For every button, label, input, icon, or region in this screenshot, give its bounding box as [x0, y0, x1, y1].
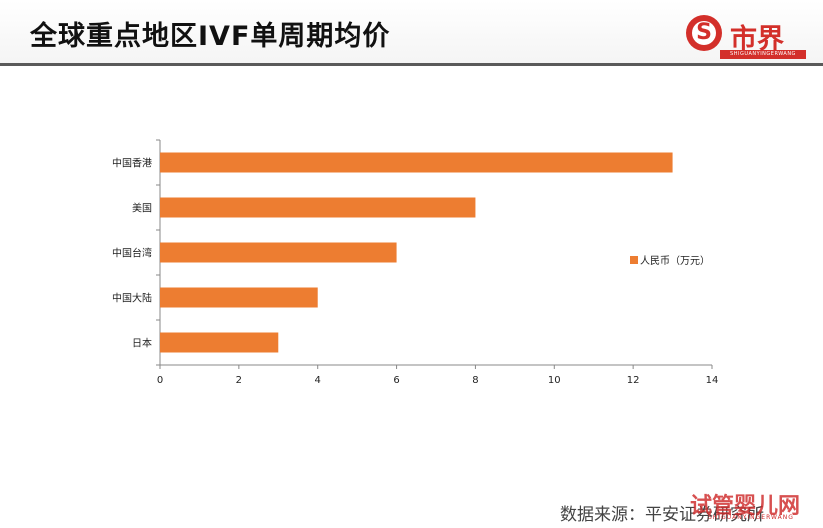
category-label: 中国台湾 [112, 247, 152, 260]
x-tick-label: 8 [472, 375, 478, 386]
category-label: 美国 [132, 202, 152, 215]
category-label: 中国香港 [112, 157, 152, 170]
bar-3 [160, 242, 397, 263]
legend-label: 人民币（万元） [640, 255, 710, 267]
x-tick-label: 14 [706, 375, 719, 386]
page-title: 全球重点地区IVF单周期均价 [30, 21, 391, 52]
logo-text: 市界 [730, 24, 784, 55]
source-note: 数据来源：平安证券研究所 [560, 505, 764, 525]
x-tick-label: 6 [393, 375, 399, 386]
x-tick-label: 2 [236, 375, 242, 386]
x-tick-label: 12 [627, 375, 640, 386]
header-divider [0, 63, 823, 66]
bar-4 [160, 287, 318, 308]
watermark-subtext: SHIGUANYINGERWANG [708, 514, 794, 521]
header-bar: 全球重点地区IVF单周期均价 S 市界 SHIGUANYINGERWANG [0, 0, 823, 66]
legend-swatch [630, 256, 638, 264]
logo-mark: S [696, 20, 712, 45]
bar-5 [160, 332, 279, 353]
logo-subtext: SHIGUANYINGERWANG [720, 50, 806, 59]
x-tick-label: 4 [315, 375, 321, 386]
brand-logo: S 市界 SHIGUANYINGERWANG [686, 15, 806, 59]
category-label: 中国大陆 [112, 292, 152, 305]
x-tick-label: 0 [157, 375, 163, 386]
bar-1 [160, 152, 673, 173]
logo-icon: S [686, 15, 722, 51]
bar-2 [160, 197, 476, 218]
watermark: 试管婴儿网 [690, 494, 801, 519]
x-tick-label: 10 [548, 375, 561, 386]
category-label: 日本 [132, 337, 152, 350]
